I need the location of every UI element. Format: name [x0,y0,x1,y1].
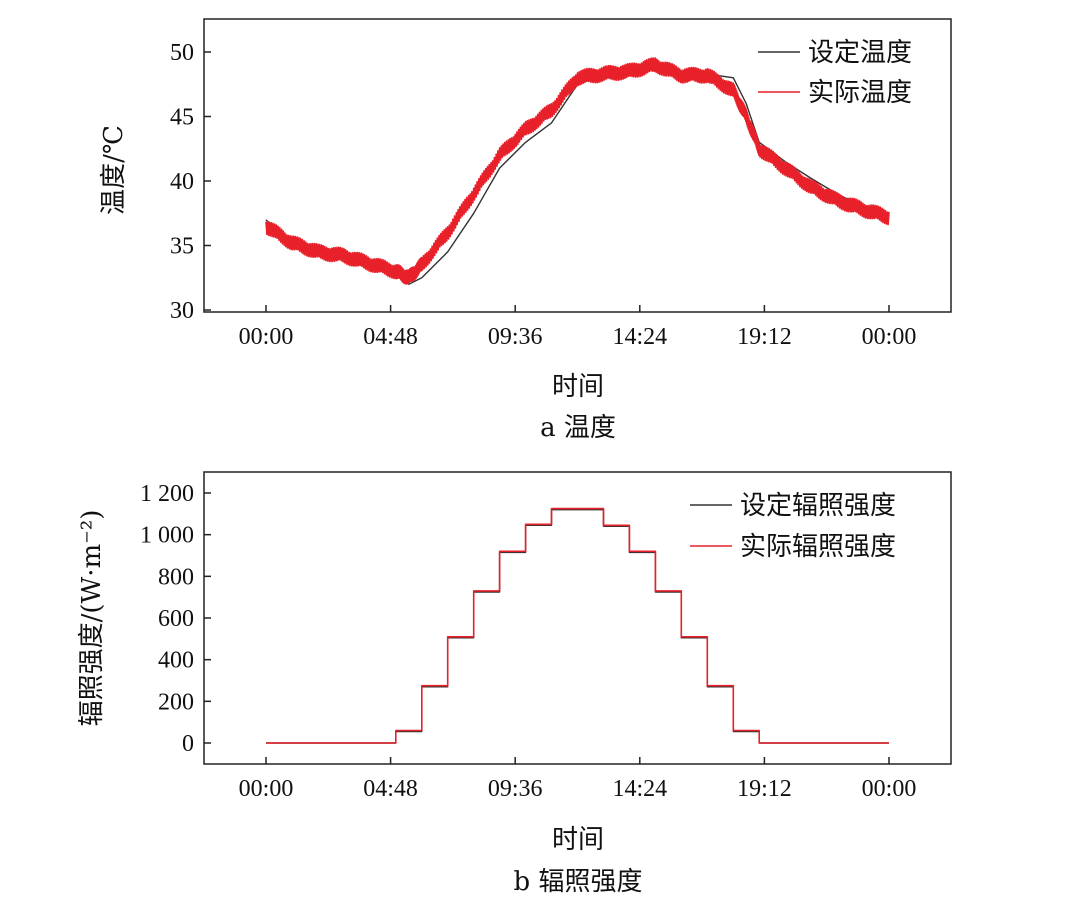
x-axis-label: 时间 [552,825,604,855]
chart-caption: b 辐照强度 [514,867,643,897]
chart-caption: a 温度 [540,413,616,443]
x-axis-label: 时间 [552,372,604,402]
x-tick-label: 04:48 [363,324,418,350]
x-tick-label: 14:24 [612,324,667,350]
x-tick-label: 00:00 [239,776,294,802]
x-tick-label: 04:48 [363,776,418,802]
x-tick-label: 09:36 [488,324,543,350]
legend-label-actual: 实际温度 [808,78,912,108]
x-tick-label: 14:24 [612,776,667,802]
series-line-actual [265,57,890,285]
axis-ticks: 00:00 04:48 09:36 14:24 19:12 00:00 0 200 400 600… [140,481,916,802]
x-tick-label: 00:00 [239,324,294,350]
x-tick-label: 19:12 [737,776,792,802]
y-tick-label: 800 [158,564,194,590]
y-tick-label: 30 [170,298,194,324]
temperature-chart: 00:00 04:48 09:36 14:24 19:12 00:00 30 35 40 45 50… [99,18,952,443]
legend-label-actual: 实际辐照强度 [740,532,896,562]
y-tick-label: 200 [158,689,194,715]
y-tick-label: 35 [170,234,194,260]
y-axis-label: 温度/℃ [99,125,129,215]
axis-ticks: 00:00 04:48 09:36 14:24 19:12 00:00 30 35 40 45 50 [170,40,916,350]
x-tick-label: 09:36 [488,776,543,802]
y-axis-label: 辐照强度/(W·m⁻²) [77,510,107,727]
x-tick-label: 19:12 [737,324,792,350]
y-tick-label: 600 [158,606,194,632]
legend-label-set: 设定辐照强度 [740,491,896,521]
y-tick-label: 0 [182,731,194,757]
y-tick-label: 40 [170,169,194,195]
legend-label-set: 设定温度 [808,38,912,68]
y-tick-label: 1 200 [140,481,194,507]
plot-frame [203,18,952,313]
x-tick-label: 00:00 [862,776,917,802]
y-tick-label: 45 [170,105,194,131]
legend: 设定温度 实际温度 [758,38,912,108]
legend: 设定辐照强度 实际辐照强度 [690,491,896,562]
series-line-actual [266,507,889,744]
series-line-set [266,509,889,744]
irradiance-chart: 00:00 04:48 09:36 14:24 19:12 00:00 0 200 400 600… [77,471,952,897]
y-tick-label: 50 [170,40,194,66]
series-lines [266,507,889,744]
y-tick-label: 400 [158,648,194,674]
y-tick-label: 1 000 [140,523,194,549]
x-tick-label: 00:00 [862,324,917,350]
series-lines [265,57,890,285]
